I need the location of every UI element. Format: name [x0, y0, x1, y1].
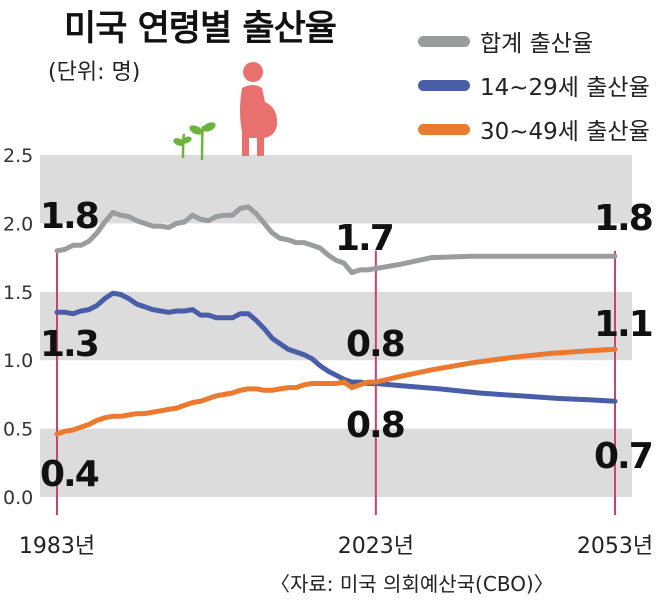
x-axis-ticks: 1983년 2023년 2053년: [19, 534, 653, 559]
data-label: 1.7: [335, 218, 393, 259]
x-tick-label: 2023년: [338, 534, 414, 559]
pregnant-woman-icon: [240, 62, 278, 156]
legend-label-young: 14~29세 출산율: [480, 75, 650, 101]
data-label: 1.3: [40, 324, 98, 365]
sprout-icon: [173, 122, 216, 161]
series-line-older: [54, 346, 618, 437]
data-label: 1.1: [594, 304, 652, 345]
grid-band: [40, 155, 632, 224]
data-label: 0.8: [346, 324, 404, 365]
data-label: 1.8: [40, 196, 98, 237]
series-line-total: [54, 204, 618, 276]
background-bands: [40, 155, 632, 497]
legend-swatch-total: [418, 36, 470, 47]
series-lines: [54, 204, 618, 437]
y-tick-label: 2.5: [3, 145, 33, 167]
grid-band: [40, 291, 632, 361]
y-tick-label: 0.5: [3, 419, 33, 441]
legend-swatch-young: [418, 80, 470, 91]
legend-label-older: 30~49세 출산율: [480, 119, 650, 145]
data-labels: 1.8 1.7 1.8 1.3 0.8 1.1 0.4 0.8 0.7: [40, 196, 654, 495]
grid-band: [40, 428, 632, 497]
data-label: 0.8: [346, 405, 404, 446]
y-axis-ticks: 0.0 0.5 1.0 1.5 2.0 2.5: [3, 145, 33, 509]
chart-title: 미국 연령별 출산율: [64, 9, 337, 49]
data-label: 0.4: [40, 454, 99, 495]
legend-label-total: 합계 출산율: [480, 31, 594, 57]
unit-label: (단위: 명): [48, 60, 141, 85]
y-tick-label: 0.0: [3, 487, 33, 509]
y-tick-label: 2.0: [3, 213, 33, 235]
source-note: 〈자료: 미국 의회예산국(CBO)〉: [270, 572, 554, 596]
y-tick-label: 1.5: [3, 282, 33, 304]
data-label: 1.8: [594, 198, 652, 239]
y-tick-label: 1.0: [3, 350, 33, 372]
data-label: 0.7: [594, 436, 652, 477]
x-tick-label: 2053년: [577, 534, 653, 559]
legend-swatch-older: [418, 124, 470, 135]
x-tick-label: 1983년: [19, 534, 95, 559]
